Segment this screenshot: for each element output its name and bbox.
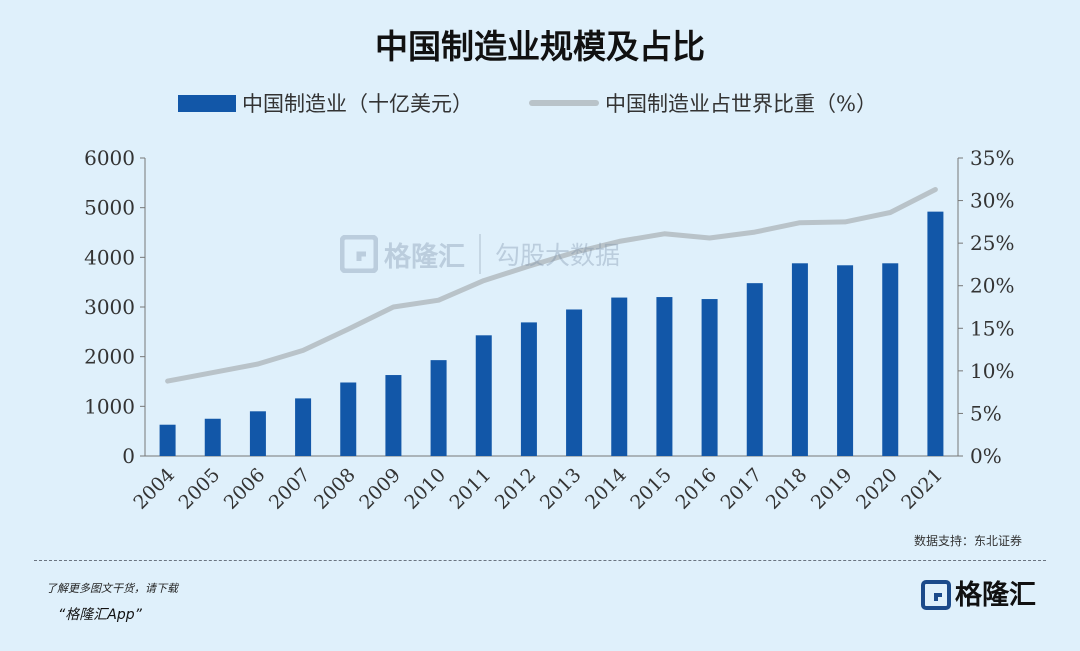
bar	[249, 411, 266, 456]
x-tick-label: 2009	[355, 464, 405, 514]
x-tick-label: 2013	[536, 464, 586, 514]
footer-logo: 格隆汇	[921, 580, 1036, 610]
x-tick-label: 2010	[400, 464, 450, 514]
watermark-name2: 勾股大数据	[495, 241, 621, 270]
x-tick-label: 2016	[671, 464, 721, 514]
legend-item-bars: 中国制造业（十亿美元）	[178, 88, 473, 118]
bar	[520, 322, 537, 456]
bar	[927, 211, 944, 456]
legend-swatch-bar	[178, 94, 236, 112]
x-tick-label: 2004	[129, 464, 179, 514]
watermark-name: 格隆汇	[384, 241, 465, 273]
legend-swatch-line	[529, 100, 599, 106]
x-tick-label: 2017	[717, 464, 767, 514]
y-right-tick-label: 5%	[970, 401, 1002, 425]
x-tick-label: 2005	[175, 464, 225, 514]
footer-logo-text: 格隆汇	[955, 579, 1036, 611]
data-source: 数据支持：东北证券	[913, 534, 1022, 548]
share-line	[165, 187, 938, 384]
x-tick-label: 2014	[581, 464, 631, 514]
bar	[566, 309, 583, 456]
y-left-tick-label: 6000	[84, 146, 135, 170]
y-right-tick-label: 20%	[970, 274, 1014, 298]
y-left-tick-label: 1000	[84, 394, 135, 418]
bar	[611, 297, 628, 456]
bar	[746, 283, 763, 456]
x-tick-label: 2018	[762, 464, 812, 514]
legend-item-line: 中国制造业占世界比重（%）	[529, 88, 877, 118]
bar	[701, 299, 718, 456]
y-left-tick-label: 2000	[84, 345, 135, 369]
x-tick-label: 2015	[626, 464, 676, 514]
gelonghui-g-icon	[340, 235, 378, 273]
footer-line2: “格隆汇App”	[58, 607, 142, 623]
bar	[791, 263, 808, 456]
y-right-tick-label: 10%	[970, 359, 1014, 383]
x-tick-label: 2012	[491, 464, 541, 514]
legend-label-bars: 中国制造业（十亿美元）	[242, 92, 473, 116]
legend-label-line: 中国制造业占世界比重（%）	[605, 92, 877, 116]
y-left-tick-label: 4000	[84, 245, 135, 269]
x-tick-label: 2021	[897, 464, 947, 514]
x-tick-label: 2006	[220, 464, 270, 514]
gelonghui-g-icon	[921, 580, 951, 610]
legend: 中国制造业（十亿美元） 中国制造业占世界比重（%）	[178, 88, 933, 118]
y-right-tick-label: 25%	[970, 231, 1014, 255]
bar	[159, 424, 176, 456]
x-tick-label: 2020	[852, 464, 902, 514]
bar	[656, 297, 673, 456]
x-tick-label: 2019	[807, 464, 857, 514]
bar	[430, 360, 447, 456]
watermark: 格隆汇 勾股大数据	[340, 234, 620, 274]
bar	[882, 263, 899, 456]
bar	[204, 418, 221, 456]
x-tick-label: 2008	[310, 464, 360, 514]
watermark-separator	[479, 234, 481, 274]
chart-title: 中国制造业规模及占比	[375, 27, 705, 66]
y-left-tick-label: 3000	[84, 295, 135, 319]
bar	[295, 398, 312, 456]
x-tick-label: 2007	[265, 464, 315, 514]
divider	[34, 560, 1046, 561]
y-right-tick-label: 0%	[970, 444, 1002, 468]
bar	[837, 265, 854, 456]
x-tick-label: 2011	[446, 464, 496, 514]
y-right-tick-label: 30%	[970, 189, 1014, 213]
footer-line1: 了解更多图文干货，请下载	[46, 582, 178, 595]
bar	[385, 375, 402, 456]
y-right-tick-label: 35%	[970, 146, 1014, 170]
y-right-tick-label: 15%	[970, 316, 1014, 340]
bar	[340, 382, 357, 456]
bar	[475, 335, 492, 456]
y-left-tick-label: 5000	[84, 196, 135, 220]
y-left-tick-label: 0	[122, 444, 135, 468]
